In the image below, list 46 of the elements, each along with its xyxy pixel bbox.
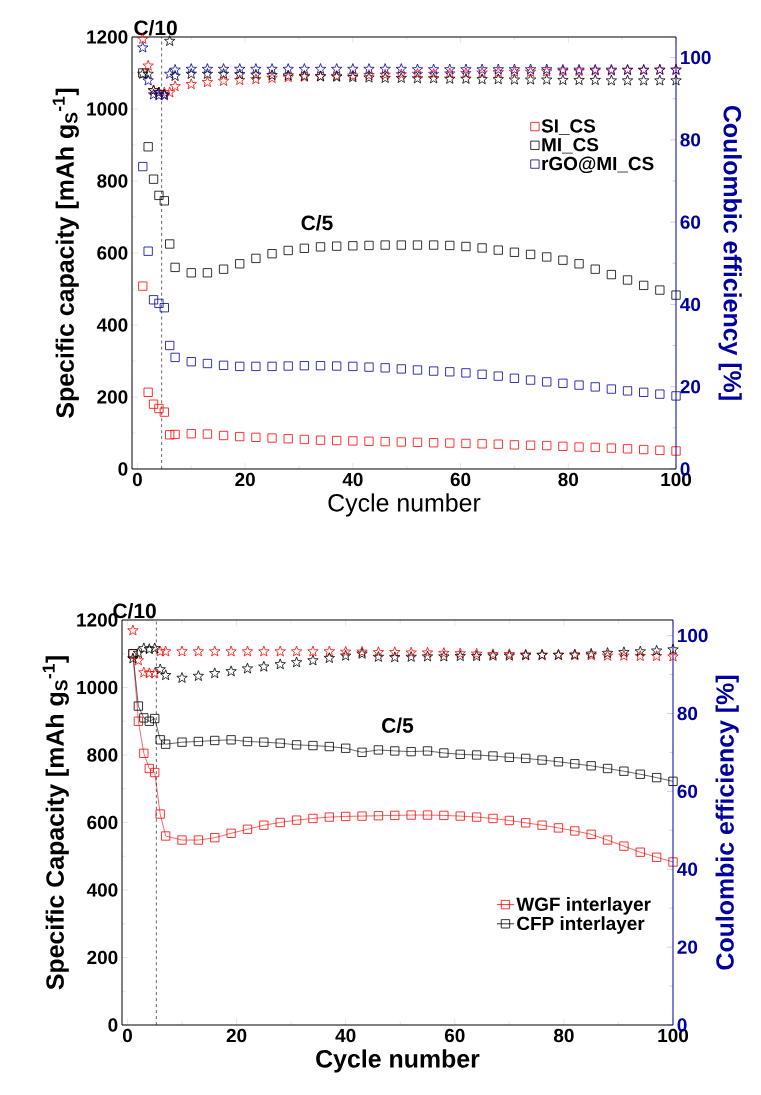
y-tick-label: 800 — [97, 174, 128, 188]
y2-axis-title: Coulombic efficiency [%] — [715, 675, 739, 970]
y2-tick-label: 40 — [677, 862, 698, 876]
y2-tick-label: 20 — [680, 380, 701, 394]
y-tick-label: 400 — [96, 318, 128, 332]
y-axis-title: Specific Capacity [mAh g$_{S}$$^{-1}$] — [42, 656, 69, 990]
y2-tick-label: 40 — [680, 297, 701, 312]
y2-tick-label: 20 — [677, 940, 698, 954]
x-tick-label: 60 — [450, 472, 471, 487]
y-tick-label: 1000 — [87, 102, 128, 116]
y2-tick-label: 100 — [681, 50, 711, 65]
x-axis-title: Cycle number — [328, 493, 481, 517]
y2-tick-label: 80 — [677, 706, 698, 721]
y-tick-label: 1200 — [87, 30, 128, 44]
y2-tick-label: 60 — [680, 215, 701, 229]
x-tick-label: 20 — [226, 1028, 247, 1043]
y-axis-title: Specific capacity [mAh g$_{S}$$^{-1}$] — [52, 88, 79, 418]
legend-label: rGO@MI_CS — [542, 156, 654, 174]
y-tick-label: 600 — [87, 815, 118, 830]
legend-label: SI_CS — [541, 119, 596, 135]
y-tick-label: 400 — [86, 883, 118, 897]
y-tick-label: 0 — [108, 1018, 118, 1032]
x-tick-label: 40 — [335, 1028, 356, 1043]
y2-tick-label: 100 — [678, 628, 708, 643]
x-tick-label: 60 — [444, 1028, 465, 1043]
x-tick-label: 40 — [342, 472, 363, 487]
legend-label: MI_CS — [542, 137, 599, 154]
y2-tick-label: 60 — [677, 784, 698, 799]
y-tick-label: 0 — [118, 462, 128, 476]
annotation: C/5 — [301, 214, 333, 231]
x-axis-title: Cycle number — [316, 1049, 480, 1073]
legend-label: WGF interlayer — [516, 897, 651, 915]
y2-tick-label: 80 — [680, 133, 701, 147]
x-tick-label: 20 — [235, 472, 255, 487]
y-tick-label: 600 — [97, 246, 128, 260]
x-tick-label: 0 — [132, 472, 142, 487]
y-tick-label: 200 — [87, 950, 118, 965]
annotation: C/5 — [382, 717, 414, 734]
y-tick-label: 200 — [97, 390, 128, 404]
y-tick-label: 1000 — [77, 680, 118, 695]
y-tick-label: 800 — [87, 748, 118, 762]
legend-label: CFP interlayer — [517, 916, 645, 934]
text: C/10 — [134, 19, 177, 36]
x-tick-label: 80 — [558, 472, 579, 487]
x-tick-label: 80 — [553, 1028, 574, 1043]
y2-axis-title: Coulombic efficiency [%] — [718, 105, 742, 400]
